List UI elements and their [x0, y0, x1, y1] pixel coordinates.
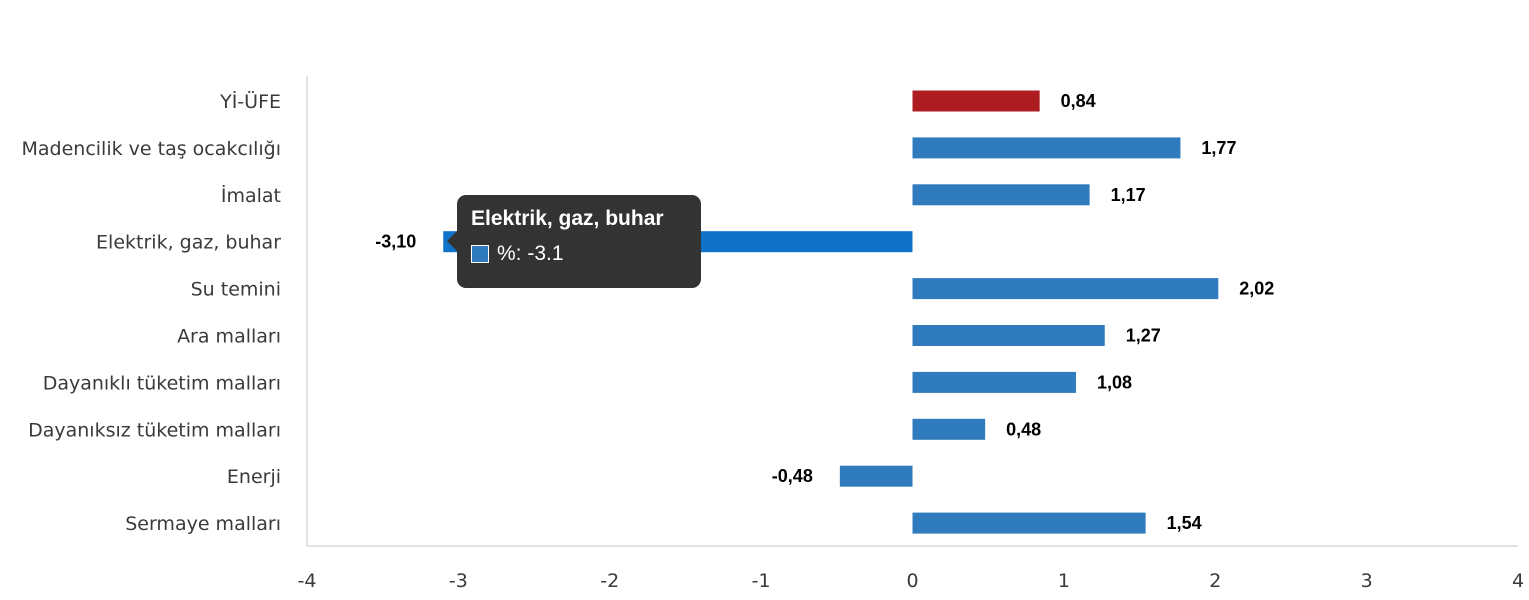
tooltip-title: Elektrik, gaz, buhar	[471, 207, 664, 230]
data-label-ara-mallari: 1,27	[1126, 326, 1161, 346]
bar-enerji[interactable]	[839, 465, 913, 487]
bar-ara-mallari[interactable]	[912, 325, 1105, 346]
x-tick-label: 1	[1058, 570, 1070, 592]
bar-imalat[interactable]	[912, 184, 1090, 206]
bar-dayanikli-tuketim-mallari[interactable]	[912, 371, 1076, 393]
data-labels: 0,84 1,77 1,17 -3,10 2,02 1,27 1,08 0,48 -0,48 1,…	[375, 91, 1274, 533]
tooltip-series-swatch	[471, 245, 489, 263]
x-tick-label: -1	[752, 570, 771, 592]
x-tick-label: 4	[1512, 570, 1524, 592]
bar-madencilik-ve-tas-ocakciligi[interactable]	[912, 137, 1181, 159]
bar-dayaniksiz-tuketim-mallari[interactable]	[912, 418, 986, 440]
category-label-dayanikli-tuketim-mallari: Dayanıklı tüketim malları	[43, 372, 281, 394]
bar-sermaye-mallari[interactable]	[912, 512, 1146, 534]
category-label-yi-ufe: Yİ-ÜFE	[219, 90, 281, 113]
category-label-elektrik-gaz-buhar: Elektrik, gaz, buhar	[96, 232, 281, 254]
data-label-imalat: 1,17	[1111, 185, 1146, 205]
x-tick-labels: -4 -3 -2 -1 0 1 2 3 4	[298, 570, 1525, 592]
category-label-sermaye-mallari: Sermaye malları	[125, 513, 281, 535]
x-tick-label: -2	[600, 570, 619, 592]
category-label-imalat: İmalat	[221, 184, 281, 207]
category-label-dayaniksiz-tuketim-mallari: Dayanıksız tüketim malları	[28, 419, 281, 441]
category-label-su-temini: Su temini	[191, 279, 281, 301]
data-label-dayaniksiz-tuketim-mallari: 0,48	[1006, 419, 1041, 439]
data-label-dayanikli-tuketim-mallari: 1,08	[1097, 372, 1132, 392]
data-label-madencilik-ve-tas-ocakciligi: 1,77	[1201, 138, 1236, 158]
x-tick-label: -4	[298, 570, 317, 592]
x-tick-label: 2	[1209, 570, 1221, 592]
category-label-ara-mallari: Ara malları	[177, 326, 281, 348]
data-label-sermaye-mallari: 1,54	[1167, 513, 1202, 533]
x-tick-label: 3	[1361, 570, 1373, 592]
data-label-enerji: -0,48	[772, 466, 813, 486]
data-label-elektrik-gaz-buhar: -3,10	[375, 232, 416, 252]
tooltip-value-row: %: -3.1	[471, 241, 687, 267]
x-tick-label: -3	[449, 570, 468, 592]
category-label-enerji: Enerji	[227, 466, 281, 488]
category-labels: Yİ-ÜFE Madencilik ve taş ocakcılığı İmalat…	[22, 90, 282, 535]
data-label-yi-ufe: 0,84	[1061, 91, 1096, 111]
x-tick-label: 0	[906, 570, 918, 592]
category-label-madencilik-ve-tas-ocakciligi: Madencilik ve taş ocakcılığı	[22, 138, 282, 160]
bars	[443, 90, 1219, 534]
tooltip-pointer	[447, 231, 457, 251]
tooltip-value: %: -3.1	[497, 242, 564, 265]
bar-su-temini[interactable]	[912, 278, 1219, 300]
bar-yi-ufe[interactable]	[912, 90, 1040, 112]
data-label-su-temini: 2,02	[1239, 279, 1274, 299]
bar-tooltip: Elektrik, gaz, buhar %: -3.1	[447, 195, 701, 288]
